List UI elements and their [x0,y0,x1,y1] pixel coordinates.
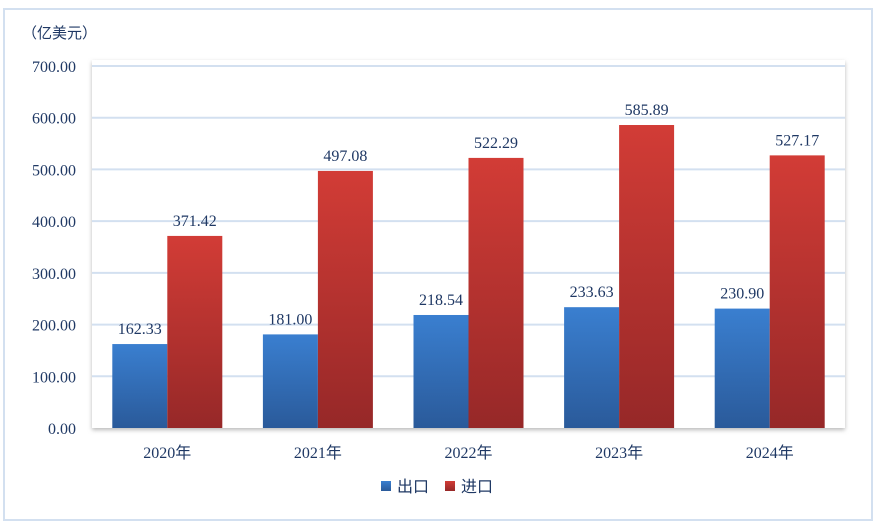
data-label: 522.29 [474,135,518,152]
data-label: 371.42 [173,213,217,230]
y-tick-label: 300.00 [32,266,76,283]
bar-import [167,235,223,428]
y-tick-label: 600.00 [32,111,76,128]
y-tick-label: 400.00 [32,214,76,231]
y-tick-label: 500.00 [32,162,76,179]
data-label: 181.00 [268,311,312,328]
data-label: 233.63 [570,284,614,301]
bar-export [262,334,318,428]
x-tick-label: 2021年 [294,444,342,462]
legend-swatch [445,481,455,491]
data-label: 162.33 [118,321,162,338]
data-label: 527.17 [775,132,819,149]
bar-export [714,308,770,428]
legend-label: 进口 [461,478,493,496]
bar-export [564,307,620,428]
y-tick-label: 100.00 [32,369,76,386]
x-tick-label: 2022年 [444,444,492,462]
bar-import [317,170,373,428]
data-label: 497.08 [323,148,367,165]
bar-export [112,344,168,428]
data-label: 218.54 [419,292,463,309]
data-label: 585.89 [625,102,669,119]
x-tick-label: 2024年 [746,444,794,462]
bar-import [468,157,524,428]
bar-export [413,314,469,428]
y-tick-label: 0.00 [48,421,76,438]
y-axis-unit: （亿美元） [22,24,97,42]
data-label: 230.90 [720,286,764,303]
y-tick-label: 200.00 [32,318,76,335]
bar-import [769,155,825,428]
x-tick-label: 2023年 [595,444,643,462]
x-tick-label: 2020年 [143,444,191,462]
legend-label: 出口 [397,478,429,496]
y-tick-label: 700.00 [32,59,76,76]
legend-swatch [381,481,391,491]
bar-import [619,125,675,428]
